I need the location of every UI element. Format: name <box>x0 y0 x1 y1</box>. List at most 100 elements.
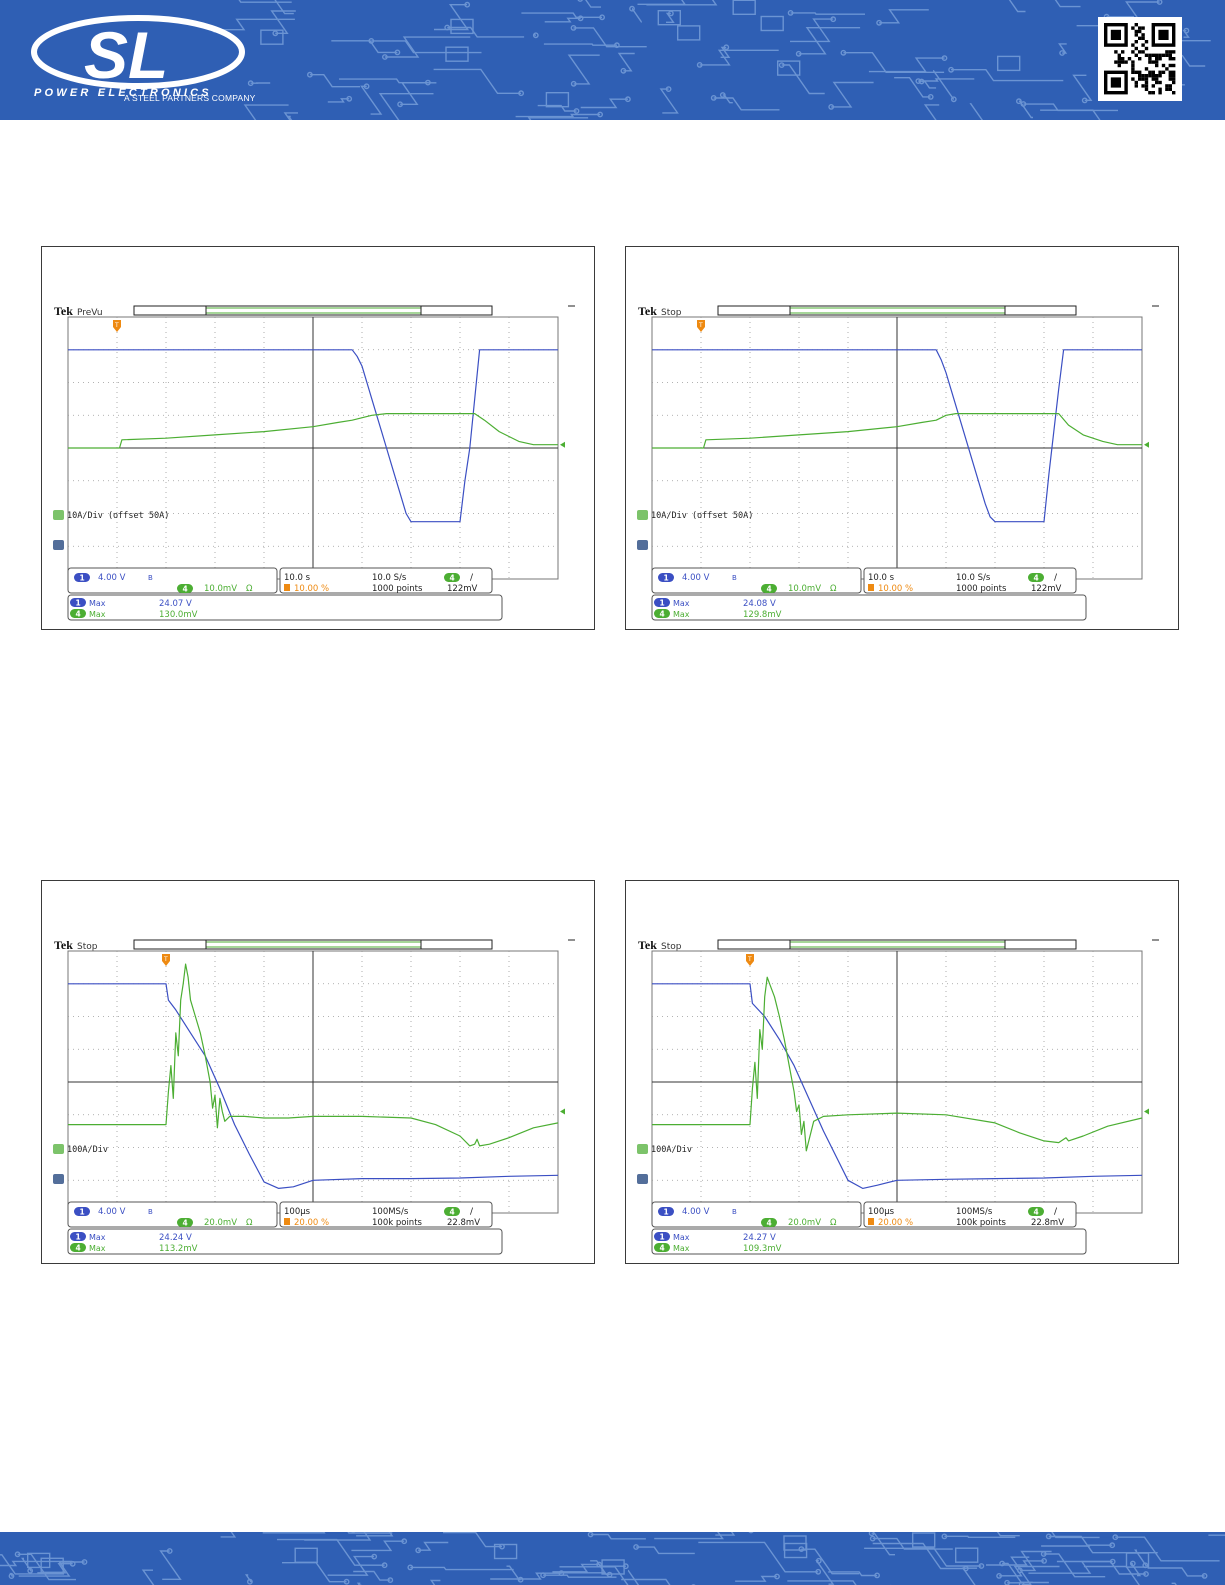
trigger-marker-icon: T <box>113 320 121 332</box>
circuit-pad <box>1081 97 1088 104</box>
circuit-pad <box>381 1562 388 1569</box>
ch4-marker-icon <box>53 510 64 520</box>
scope-screen: Tek Stop T 10A/Div (offset 50A) 1 4.00 V B 4 10.… <box>637 304 1159 621</box>
qr-code-icon[interactable] <box>1098 17 1182 101</box>
circuit-trace <box>371 40 482 54</box>
timebase: 10.0 s <box>284 573 311 583</box>
record-view-bar <box>133 939 493 950</box>
ch1-scale: 4.00 V <box>682 1207 710 1217</box>
circuit-chip <box>294 1547 318 1563</box>
measurement-badge-pill <box>70 1243 86 1252</box>
circuit-pad <box>532 32 539 39</box>
ch4-badge-label: 4 <box>767 1219 772 1228</box>
ch1-badge: 1 <box>74 573 90 583</box>
qr-module <box>1148 57 1152 61</box>
circuit-trace <box>327 98 350 103</box>
qr-module <box>1117 57 1121 61</box>
circuit-trace <box>274 0 294 15</box>
circuit-pad <box>371 1553 378 1560</box>
trigger-source-badge-label: 4 <box>450 574 455 583</box>
measurement-type: Max <box>89 1233 106 1242</box>
ch1-scale: 4.00 V <box>98 1207 126 1217</box>
trigger-position-icon <box>284 1218 290 1225</box>
circuit-trace <box>868 57 945 73</box>
circuit-chip <box>777 60 801 76</box>
qr-module <box>1138 74 1142 78</box>
circuit-trace <box>515 113 601 118</box>
logo-division: POWER ELECTRONICS <box>34 87 212 99</box>
circuit-pad <box>1112 1534 1119 1541</box>
timebase-readout-box <box>279 1201 493 1228</box>
circuit-trace <box>1008 0 1026 13</box>
circuit-pad <box>927 94 934 100</box>
circuit-trace <box>429 1579 441 1585</box>
circuit-trace <box>552 1563 600 1573</box>
trigger-level-arrow-icon <box>1144 441 1149 448</box>
qr-module <box>1158 80 1162 85</box>
circuit-trace <box>490 1572 562 1580</box>
circuit-trace <box>1018 100 1033 119</box>
acquisition-state: Stop <box>661 308 682 318</box>
graticule <box>67 950 559 1214</box>
graticule <box>67 316 559 580</box>
qr-module <box>1141 26 1145 30</box>
sample-rate: 100MS/s <box>372 1207 409 1217</box>
record-view-bar <box>717 305 1077 316</box>
qr-module <box>1144 74 1149 78</box>
trigger-level-arrow-icon <box>560 1108 565 1115</box>
circuit-trace <box>238 0 292 3</box>
qr-module <box>1141 36 1145 40</box>
scope-panel-1: Tek PreVu T 10A/Div (offset 50A) 1 4.00 V B 4 10… <box>41 246 595 630</box>
qr-module <box>1131 43 1135 47</box>
qr-module <box>1144 67 1149 71</box>
circuit-pad <box>798 1546 805 1553</box>
qr-module <box>1158 87 1162 91</box>
circuit-trace <box>951 69 1064 82</box>
qr-module <box>1158 70 1162 74</box>
circuit-trace <box>347 1532 393 1534</box>
timebase: 100μs <box>868 1207 895 1217</box>
qr-module <box>1172 74 1176 78</box>
ch1-badge-label: 1 <box>664 574 669 583</box>
scope-panel-2: Tek Stop T 10A/Div (offset 50A) 1 4.00 V B 4 10.… <box>625 246 1179 630</box>
qr-module <box>1172 57 1176 61</box>
trigger-marker-glyph: T <box>163 956 168 963</box>
qr-module <box>1114 50 1118 54</box>
circuit-trace <box>585 0 601 8</box>
record-length: 1000 points <box>956 584 1007 594</box>
circuit-trace <box>1115 1536 1220 1562</box>
circuit-pad <box>346 95 353 102</box>
qr-module <box>1151 53 1155 57</box>
trigger-source-badge-label: 4 <box>1034 1208 1039 1217</box>
circuit-pad <box>14 1551 21 1558</box>
qr-module <box>1165 67 1169 71</box>
scope-screen: Tek PreVu T 10A/Div (offset 50A) 1 4.00 V B 4 10… <box>53 304 575 621</box>
qr-module <box>1124 60 1128 64</box>
circuit-trace <box>309 74 360 88</box>
trigger-level: 22.8mV <box>447 1218 480 1228</box>
measurement-badge-label: 1 <box>660 599 665 608</box>
circuit-pad <box>795 50 802 57</box>
circuit-trace <box>999 1565 1060 1577</box>
circuit-pad <box>620 67 627 74</box>
header-band: SL POWER ELECTRONICS A STEEL PARTNERS CO… <box>0 0 1225 120</box>
qr-module <box>1151 77 1155 81</box>
ref-marker-icon <box>53 540 64 550</box>
qr-module <box>1161 53 1166 57</box>
circuit-trace <box>141 1569 155 1585</box>
circuit-pad <box>166 1548 173 1554</box>
circuit-trace <box>0 1560 73 1567</box>
trace-ch1 <box>652 349 1142 523</box>
circuit-trace <box>879 9 929 24</box>
trigger-slope-icon: / <box>470 573 474 583</box>
circuit-trace <box>1043 1553 1106 1578</box>
circuit-pad <box>815 1557 822 1564</box>
circuit-trace <box>244 1574 253 1583</box>
circuit-pad <box>387 1577 394 1583</box>
measurement-box <box>651 1228 1087 1255</box>
ch4-badge: 4 <box>761 584 777 594</box>
circuit-pad <box>570 80 577 87</box>
circuit-trace <box>262 1532 326 1534</box>
measurement-badge: 4 <box>70 1243 86 1253</box>
circuit-pad <box>424 79 431 86</box>
